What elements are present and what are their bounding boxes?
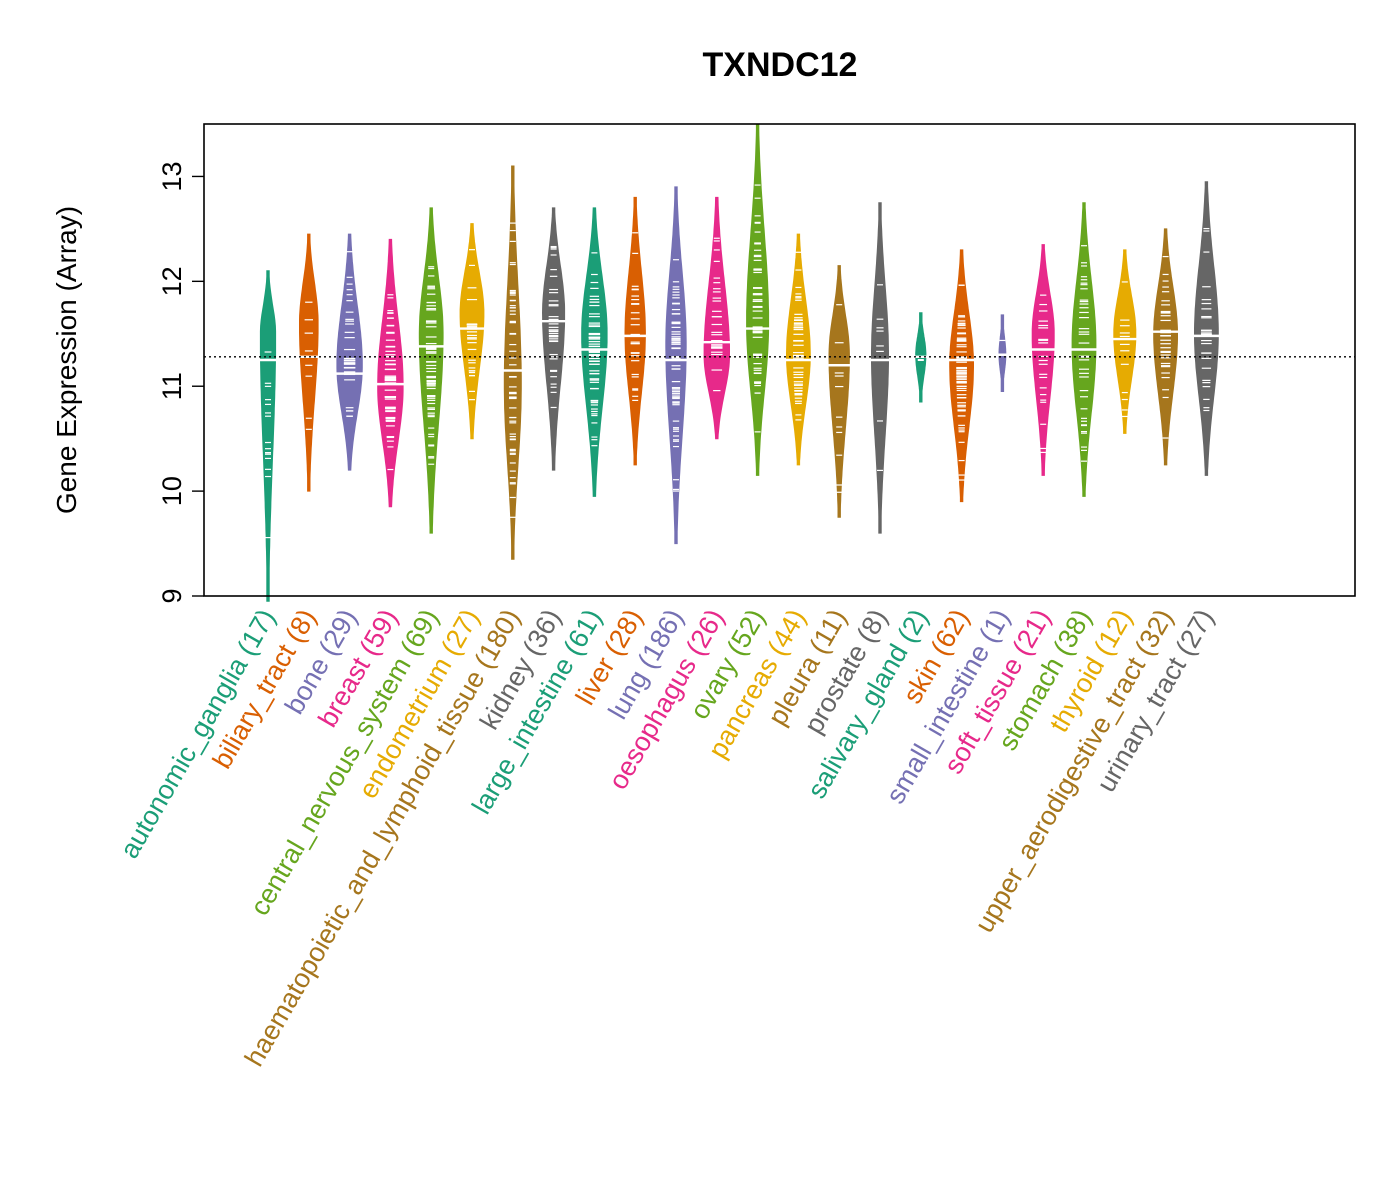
bean-haematopoietic_and_lymphoid_tissue xyxy=(494,165,531,560)
bean-shape xyxy=(828,265,850,518)
bean-small_intestine xyxy=(984,314,1021,392)
bean-shape xyxy=(418,207,444,534)
y-tick-label: 11 xyxy=(157,372,187,400)
bean-skin xyxy=(943,249,980,503)
bean-endometrium xyxy=(454,223,490,440)
y-tick-label: 9 xyxy=(157,588,187,603)
y-tick-label: 10 xyxy=(157,476,187,506)
bean-shape xyxy=(1194,181,1219,476)
y-tick-label: 12 xyxy=(157,266,187,296)
beans-layer xyxy=(250,123,1225,602)
y-axis: 9 10 11 12 13 xyxy=(157,161,204,604)
x-category-label: autonomic_ganglia (17) xyxy=(114,604,281,863)
bean-shape xyxy=(786,233,811,466)
bean-shape xyxy=(703,196,730,440)
bean-autonomic_ganglia xyxy=(250,270,286,602)
bean-urinary_tract xyxy=(1188,181,1225,476)
y-tick-label: 13 xyxy=(157,161,187,191)
bean-shape xyxy=(377,238,404,508)
chart-title: TXNDC12 xyxy=(703,46,858,84)
bean-shape xyxy=(503,165,522,560)
bean-stomach xyxy=(1066,202,1102,497)
bean-lung xyxy=(658,186,694,545)
bean-shape xyxy=(1113,249,1137,434)
bean-central_nervous_system xyxy=(413,207,450,534)
bean-shape xyxy=(871,202,889,534)
bean-shape xyxy=(336,233,363,471)
y-axis-label: Gene Expression (Array) xyxy=(51,206,82,514)
bean-pancreas xyxy=(780,233,817,466)
bean-thyroid xyxy=(1106,249,1143,434)
x-axis-labels: autonomic_ganglia (17)biliary_tract (8)b… xyxy=(114,604,1219,1071)
bean-soft_tissue xyxy=(1025,244,1062,476)
bean-liver xyxy=(617,196,654,466)
bean-shape xyxy=(259,270,277,602)
bean-ovary xyxy=(739,123,776,476)
bean-bone xyxy=(331,233,368,471)
bean-oesophagus xyxy=(698,196,735,440)
bean-shape xyxy=(624,196,646,466)
bean-shape xyxy=(998,314,1007,392)
bean-upper_aerodigestive_tract xyxy=(1147,228,1184,466)
bean-large_intestine xyxy=(576,207,613,497)
bean-shape xyxy=(1153,228,1178,466)
bean-shape xyxy=(459,223,485,440)
bean-prostate xyxy=(862,202,898,534)
bean-pleura xyxy=(821,265,858,518)
bean-shape xyxy=(299,233,319,492)
plot-frame xyxy=(203,123,1356,597)
bean-breast xyxy=(372,238,409,508)
bean-kidney xyxy=(535,207,572,471)
bean-biliary_tract xyxy=(290,233,327,492)
